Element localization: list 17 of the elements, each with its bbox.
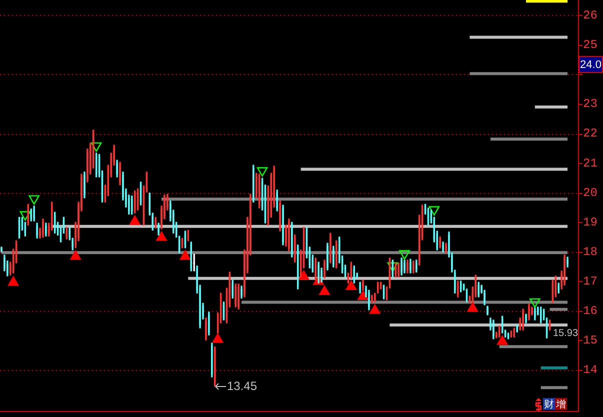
y-tick-label: 18: [583, 244, 598, 259]
y-tick-label: 19: [583, 215, 598, 230]
text: 24.0: [580, 59, 602, 72]
annotation: 15.93: [553, 328, 578, 339]
y-tick-label: 17: [583, 274, 598, 288]
y-tick-label: 23: [583, 97, 598, 112]
annotation: 13.45: [227, 378, 258, 393]
y-tick-label: 20: [583, 186, 598, 200]
y-tick-label: 21: [583, 156, 598, 170]
y-tick-label: 16: [583, 304, 598, 318]
annotation: 增: [555, 398, 566, 410]
y-tick-label: 14: [583, 363, 598, 378]
y-tick-label: 25: [583, 38, 598, 52]
annotation: 财: [544, 398, 554, 410]
y-tick-label: 22: [583, 126, 598, 141]
y-tick-label: 15: [583, 334, 598, 348]
y-tick-label: 26: [583, 8, 598, 23]
